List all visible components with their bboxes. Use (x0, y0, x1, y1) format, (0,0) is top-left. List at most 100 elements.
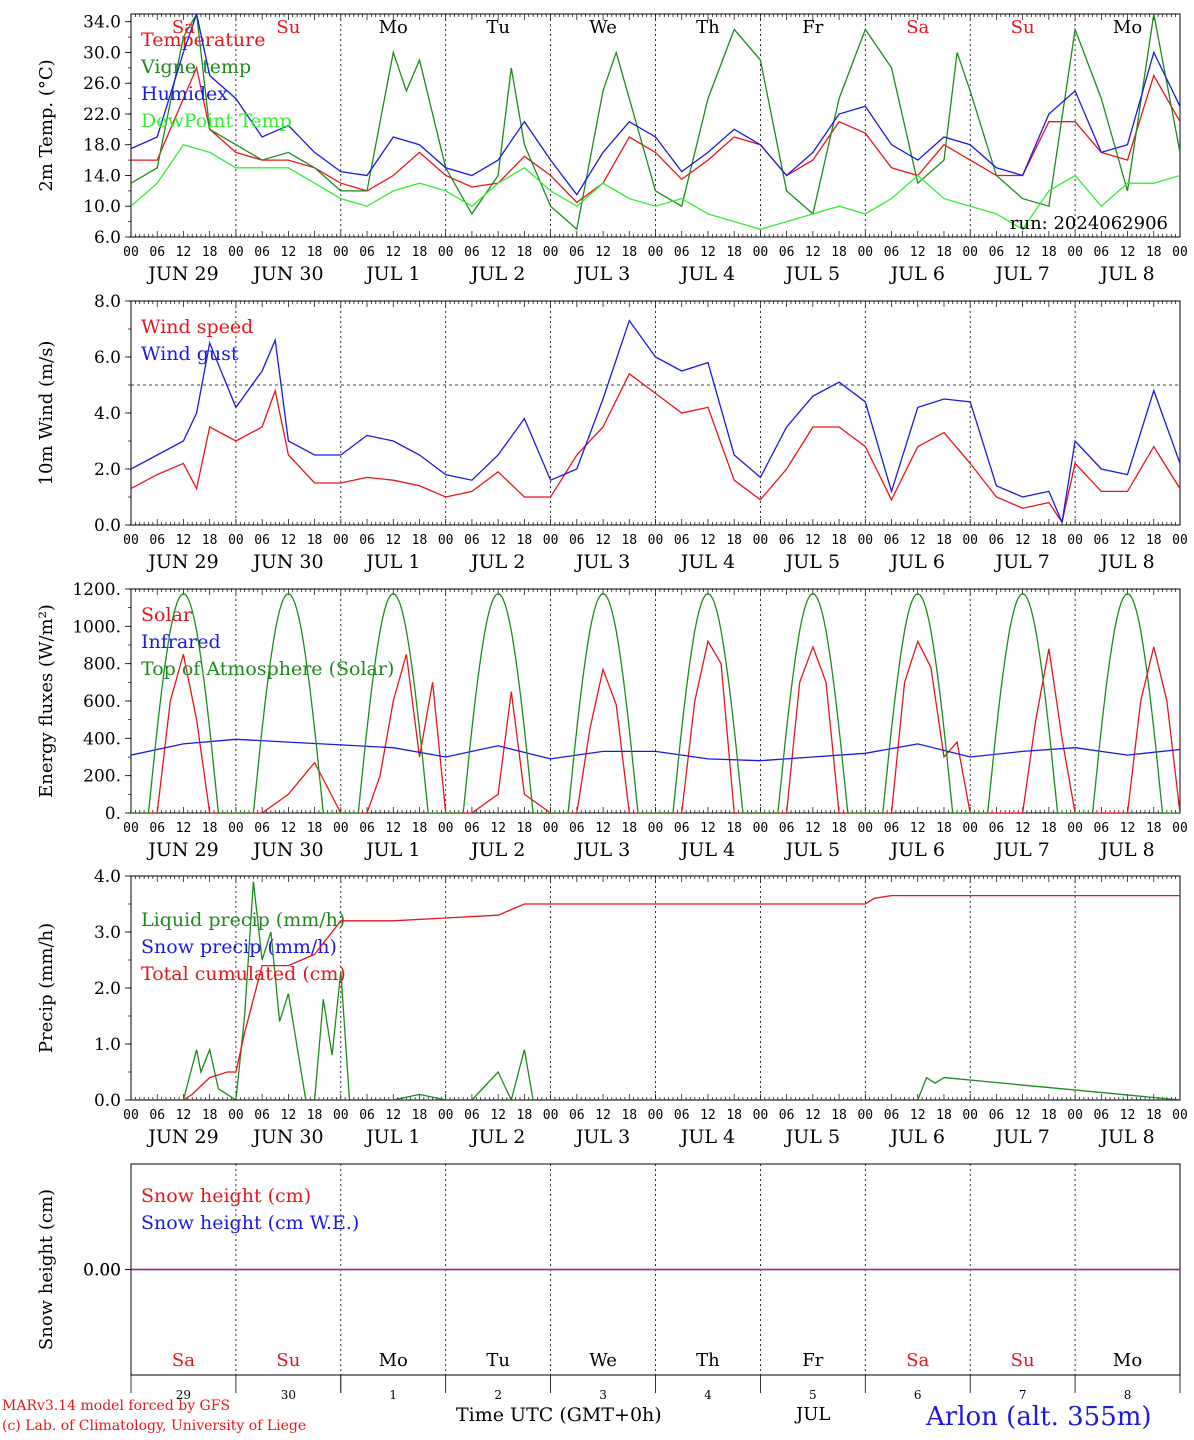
hour-tick-label: 12 (385, 533, 401, 548)
date-label: JUL 2 (469, 263, 525, 285)
y-tick-label: 4.0 (94, 867, 121, 887)
day-number-label: 6 (914, 1388, 922, 1402)
y-tick-label: 30.0 (83, 43, 121, 63)
hour-tick-label: 18 (412, 821, 428, 836)
hour-tick-label: 18 (517, 245, 533, 260)
weekday-label: Sa (906, 17, 929, 38)
hour-tick-label: 00 (1172, 821, 1188, 836)
hour-tick-label: 12 (281, 245, 297, 260)
hour-tick-label: 18 (1041, 245, 1057, 260)
hour-tick-label: 12 (910, 245, 926, 260)
hour-tick-label: 00 (333, 533, 349, 548)
series-line-top-of-atmosphere-solar- (131, 592, 1180, 813)
hour-tick-label: 12 (176, 533, 192, 548)
date-label: JUL 2 (469, 1126, 525, 1148)
date-label: JUL 1 (364, 263, 420, 285)
hour-tick-label: 18 (307, 533, 323, 548)
y-tick-label: 1200. (72, 580, 121, 600)
hour-tick-label: 00 (123, 821, 139, 836)
hour-tick-label: 12 (385, 1108, 401, 1123)
hour-tick-label: 00 (228, 1108, 244, 1123)
hour-tick-label: 18 (412, 245, 428, 260)
hour-tick-label: 12 (176, 245, 192, 260)
date-label: JUN 30 (251, 839, 323, 861)
hour-tick-label: 18 (1041, 1108, 1057, 1123)
hour-tick-label: 18 (621, 533, 637, 548)
weekday-label: Mo (1113, 17, 1142, 38)
hour-tick-label: 00 (123, 1108, 139, 1123)
hour-tick-label: 00 (962, 533, 978, 548)
series-line-total-cumulated-cm- (131, 894, 1180, 1100)
hour-tick-label: 00 (1172, 533, 1188, 548)
weekday-label: Sa (172, 17, 195, 38)
date-label: JUN 30 (251, 1126, 323, 1148)
date-label: JUL 4 (679, 551, 735, 573)
legend-entry: Snow precip (mm/h) (141, 936, 337, 958)
hour-tick-label: 06 (464, 533, 480, 548)
hour-tick-label: 18 (831, 821, 847, 836)
y-tick-label: 400. (83, 729, 121, 749)
hour-tick-label: 12 (490, 1108, 506, 1123)
hour-tick-label: 12 (805, 821, 821, 836)
y-tick-label: 8.0 (94, 292, 121, 312)
hour-tick-label: 18 (202, 821, 218, 836)
legend-entry: Snow height (cm W.E.) (141, 1212, 359, 1234)
legend-entry: Liquid precip (mm/h) (141, 909, 345, 931)
hour-tick-label: 18 (831, 1108, 847, 1123)
date-label: JUN 29 (146, 1126, 218, 1148)
date-label: JUL 3 (574, 1126, 630, 1148)
hour-tick-label: 06 (464, 1108, 480, 1123)
hour-tick-label: 06 (779, 533, 795, 548)
hour-tick-label: 00 (543, 1108, 559, 1123)
hour-tick-label: 18 (412, 1108, 428, 1123)
weekday-label: We (589, 1350, 617, 1371)
hour-tick-label: 06 (884, 1108, 900, 1123)
hour-tick-label: 18 (621, 821, 637, 836)
hour-tick-label: 06 (569, 533, 585, 548)
y-tick-label: 34.0 (83, 13, 121, 33)
hour-tick-label: 18 (1146, 1108, 1162, 1123)
hour-tick-label: 18 (1041, 821, 1057, 836)
hour-tick-label: 00 (1067, 533, 1083, 548)
hour-tick-label: 06 (149, 821, 165, 836)
hour-tick-label: 18 (936, 245, 952, 260)
y-axis-label: Energy fluxes (W/m²) (36, 604, 57, 798)
hour-tick-label: 06 (359, 821, 375, 836)
month-label: JUL (796, 1404, 831, 1425)
date-label: JUL 6 (889, 1126, 945, 1148)
hour-tick-label: 00 (438, 533, 454, 548)
hour-tick-label: 12 (805, 245, 821, 260)
date-label: JUL 3 (574, 839, 630, 861)
y-tick-label: 6.0 (94, 348, 121, 368)
hour-tick-label: 06 (464, 821, 480, 836)
hour-tick-label: 12 (1015, 533, 1031, 548)
hour-tick-label: 12 (805, 1108, 821, 1123)
weekday-label: Tu (486, 17, 510, 38)
hour-tick-label: 18 (726, 1108, 742, 1123)
panel-1: 00 06 12 18 00 06 12 18 00 06 12 18 00 06 12 18 00 06 12 18… (36, 13, 1188, 285)
weekday-label: Th (696, 17, 720, 38)
hour-tick-label: 12 (595, 533, 611, 548)
day-number-label: 8 (1124, 1388, 1132, 1402)
date-label: JUL 6 (889, 263, 945, 285)
hour-tick-label: 00 (123, 533, 139, 548)
y-tick-label: 4.0 (94, 404, 121, 424)
hour-tick-label: 06 (569, 245, 585, 260)
hour-tick-label: 00 (857, 533, 873, 548)
hour-tick-label: 12 (595, 1108, 611, 1123)
hour-tick-label: 06 (149, 533, 165, 548)
hour-tick-label: 06 (989, 245, 1005, 260)
hour-tick-label: 12 (1120, 821, 1136, 836)
series-line-infrared (131, 738, 1180, 762)
hour-tick-label: 12 (700, 1108, 716, 1123)
hour-tick-label: 12 (1015, 245, 1031, 260)
hour-tick-label: 06 (779, 821, 795, 836)
legend-entry: Vigne temp (140, 56, 251, 78)
date-label: JUL 4 (679, 839, 735, 861)
hour-tick-label: 18 (202, 245, 218, 260)
date-label: JUL 1 (364, 551, 420, 573)
y-tick-label: 14.0 (83, 166, 121, 186)
weekday-label: Mo (379, 1350, 408, 1371)
hour-tick-label: 00 (1067, 821, 1083, 836)
series-line-solar (131, 639, 1180, 813)
